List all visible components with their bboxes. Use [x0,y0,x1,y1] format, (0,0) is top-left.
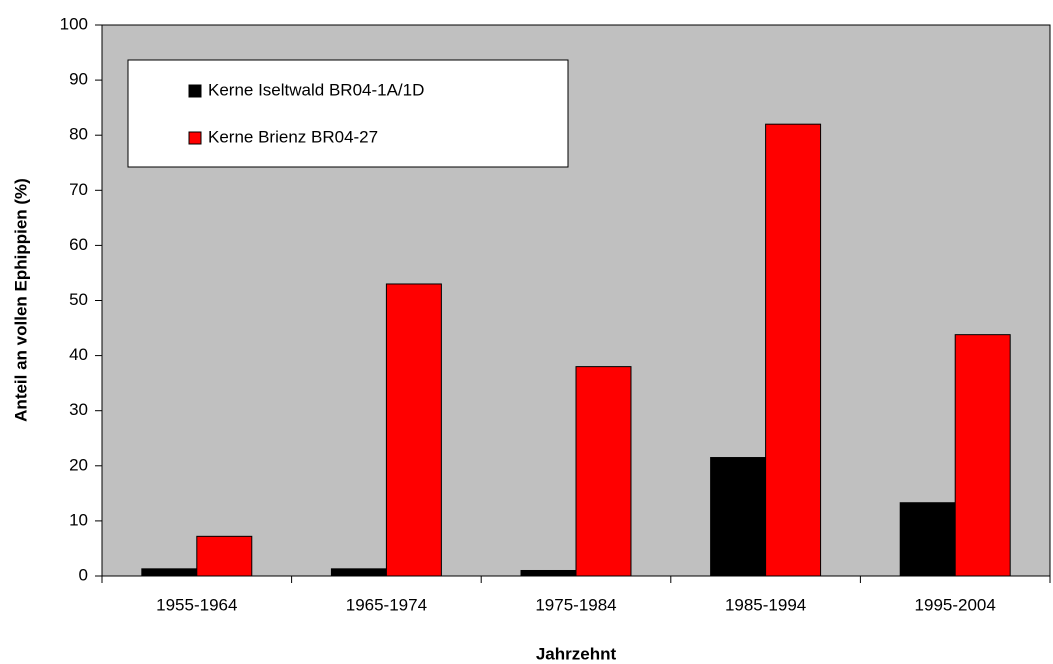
y-tick-label: 90 [69,70,88,89]
y-axis-title: Anteil an vollen Ephippien (%) [11,178,30,422]
y-tick-label: 10 [69,510,88,529]
bar [385,283,442,577]
bar [710,457,767,577]
x-tick-label: 1955-1964 [156,595,237,614]
bar [196,535,253,577]
y-tick-label: 70 [69,180,88,199]
y-tick-label: 100 [60,14,88,33]
bar [520,569,577,577]
y-tick-label: 0 [79,565,88,584]
bar [765,123,822,577]
bar [954,334,1011,577]
legend-box [127,59,569,168]
bar [575,366,632,577]
y-tick-label: 80 [69,125,88,144]
y-tick-label: 30 [69,400,88,419]
x-tick-label: 1985-1994 [725,595,806,614]
bar [141,568,198,577]
y-tick-label: 50 [69,290,88,309]
x-tick-label: 1975-1984 [535,595,616,614]
legend-swatch [188,131,202,145]
legend-label: Kerne Brienz BR04-27 [208,127,378,146]
x-axis-title: Jahrzehnt [536,644,617,663]
bar [330,568,387,577]
x-tick-label: 1965-1974 [346,595,427,614]
bar [899,502,956,577]
legend-label: Kerne Iseltwald BR04-1A/1D [208,80,424,99]
legend-swatch [188,84,202,98]
y-tick-label: 60 [69,235,88,254]
x-tick-label: 1995-2004 [915,595,996,614]
y-tick-label: 40 [69,345,88,364]
y-tick-label: 20 [69,455,88,474]
